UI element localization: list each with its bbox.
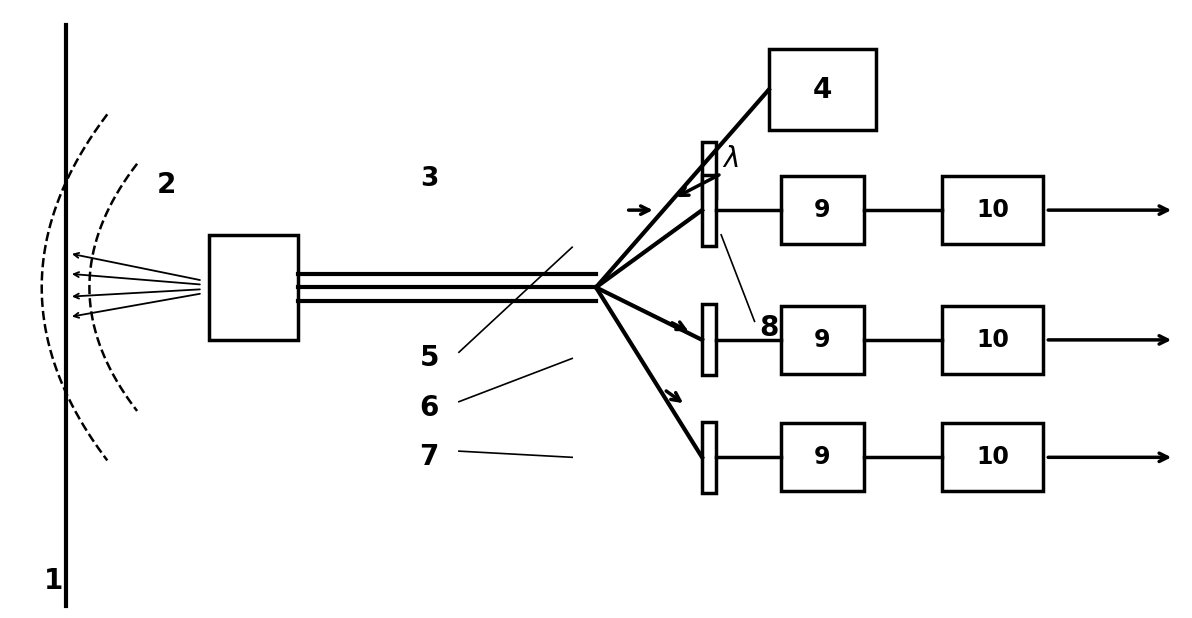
Text: 6: 6 xyxy=(420,394,439,422)
Bar xyxy=(942,423,1043,491)
Text: 10: 10 xyxy=(976,328,1008,352)
Bar xyxy=(702,422,716,493)
Text: 10: 10 xyxy=(976,446,1008,469)
Text: 1: 1 xyxy=(44,567,63,595)
Bar xyxy=(781,423,864,491)
Text: 10: 10 xyxy=(976,198,1008,222)
Text: 9: 9 xyxy=(814,328,831,352)
Text: 9: 9 xyxy=(814,198,831,222)
Bar xyxy=(942,306,1043,374)
Bar xyxy=(781,176,864,244)
Bar xyxy=(702,142,716,198)
Bar xyxy=(781,306,864,374)
Text: 4: 4 xyxy=(813,75,832,104)
Text: 3: 3 xyxy=(420,166,439,192)
Bar xyxy=(769,49,876,130)
Bar xyxy=(702,305,716,376)
Bar xyxy=(702,174,716,245)
Text: 5: 5 xyxy=(420,344,439,373)
Bar xyxy=(942,176,1043,244)
Text: 2: 2 xyxy=(157,171,176,200)
Text: 8: 8 xyxy=(759,313,778,342)
Text: 7: 7 xyxy=(420,443,439,472)
Text: $\lambda$: $\lambda$ xyxy=(722,145,739,173)
Bar xyxy=(209,235,298,340)
Text: 9: 9 xyxy=(814,446,831,469)
